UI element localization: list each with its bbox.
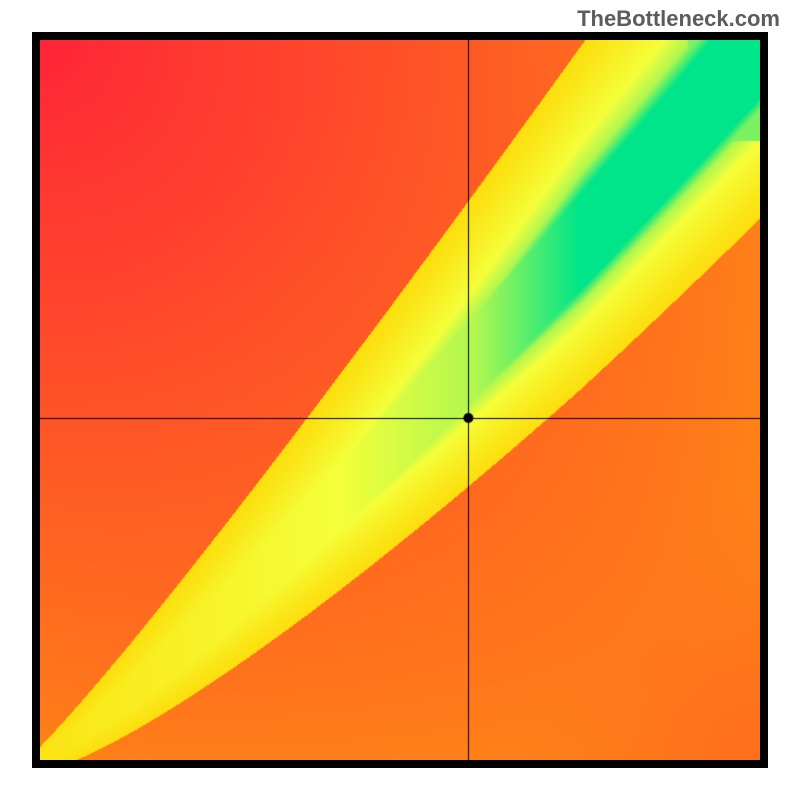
watermark-text: TheBottleneck.com: [577, 6, 780, 32]
chart-frame: [32, 32, 768, 768]
heatmap-canvas: [40, 40, 760, 760]
